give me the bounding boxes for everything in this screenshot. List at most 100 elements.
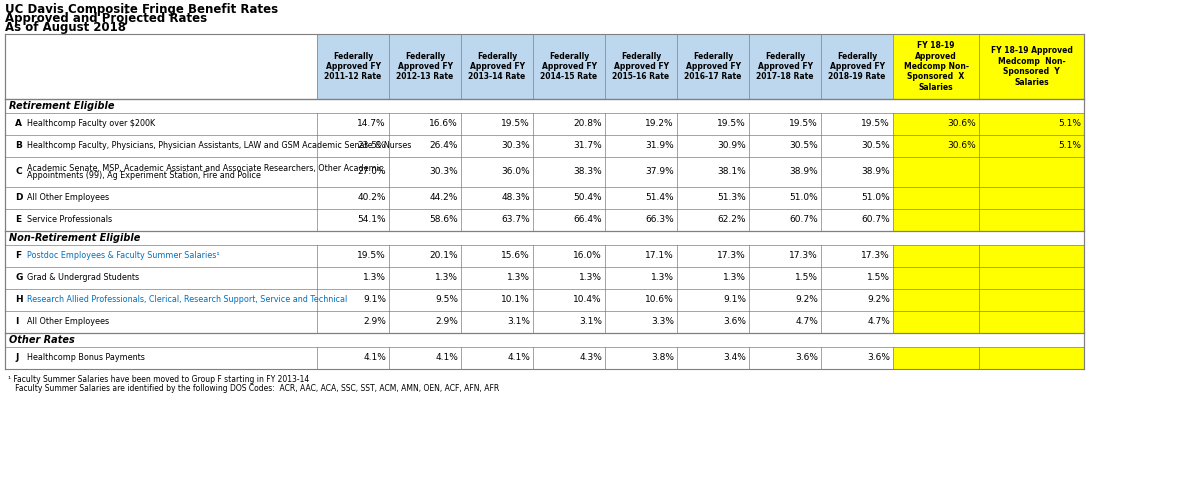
Text: 5.1%: 5.1%: [1058, 142, 1081, 150]
Text: 10.1%: 10.1%: [502, 295, 530, 305]
Text: 30.3%: 30.3%: [430, 168, 458, 176]
Text: Approved and Projected Rates: Approved and Projected Rates: [5, 12, 208, 25]
Text: Research Allied Professionals, Clerical, Research Support, Service and Technical: Research Allied Professionals, Clerical,…: [28, 295, 347, 305]
Text: 1.3%: 1.3%: [650, 273, 674, 282]
Text: 3.6%: 3.6%: [722, 318, 746, 326]
Text: 38.9%: 38.9%: [790, 168, 818, 176]
Text: 3.1%: 3.1%: [580, 318, 602, 326]
Text: 20.8%: 20.8%: [574, 120, 602, 129]
Text: Healthcomp Bonus Payments: Healthcomp Bonus Payments: [28, 353, 145, 362]
Text: 1.5%: 1.5%: [796, 273, 818, 282]
Text: 4.3%: 4.3%: [580, 353, 602, 362]
Bar: [533, 34, 605, 99]
Text: 1.3%: 1.3%: [722, 273, 746, 282]
Text: All Other Employees: All Other Employees: [28, 318, 109, 326]
Text: 60.7%: 60.7%: [790, 215, 818, 225]
Text: 9.1%: 9.1%: [722, 295, 746, 305]
Text: 38.1%: 38.1%: [718, 168, 746, 176]
Text: 58.6%: 58.6%: [430, 215, 458, 225]
Text: 40.2%: 40.2%: [358, 193, 386, 202]
Text: 60.7%: 60.7%: [862, 215, 890, 225]
Text: 4.1%: 4.1%: [364, 353, 386, 362]
Bar: [893, 113, 1084, 135]
Bar: [461, 34, 533, 99]
Bar: [5, 187, 893, 209]
Text: 66.4%: 66.4%: [574, 215, 602, 225]
Text: 3.1%: 3.1%: [508, 318, 530, 326]
Text: 3.6%: 3.6%: [866, 353, 890, 362]
Text: 4.1%: 4.1%: [436, 353, 458, 362]
Text: 3.3%: 3.3%: [650, 318, 674, 326]
Bar: [893, 187, 1084, 209]
Text: 23.5%: 23.5%: [358, 142, 386, 150]
Bar: [5, 135, 893, 157]
Text: 37.9%: 37.9%: [646, 168, 674, 176]
Bar: [5, 333, 1084, 347]
Text: Federally
Approved FY
2016-17 Rate: Federally Approved FY 2016-17 Rate: [684, 52, 742, 81]
Bar: [5, 34, 317, 99]
Text: 4.1%: 4.1%: [508, 353, 530, 362]
Text: 3.4%: 3.4%: [724, 353, 746, 362]
Text: Postdoc Employees & Faculty Summer Salaries¹: Postdoc Employees & Faculty Summer Salar…: [28, 252, 220, 260]
Text: 31.9%: 31.9%: [646, 142, 674, 150]
Text: 5.1%: 5.1%: [1058, 120, 1081, 129]
Text: 51.3%: 51.3%: [718, 193, 746, 202]
Text: C: C: [14, 168, 22, 176]
Text: 9.5%: 9.5%: [436, 295, 458, 305]
Bar: [317, 34, 389, 99]
Text: 19.2%: 19.2%: [646, 120, 674, 129]
Text: 19.5%: 19.5%: [862, 120, 890, 129]
Text: 19.5%: 19.5%: [502, 120, 530, 129]
Text: 9.1%: 9.1%: [364, 295, 386, 305]
Text: 17.3%: 17.3%: [718, 252, 746, 260]
Text: Federally
Approved FY
2013-14 Rate: Federally Approved FY 2013-14 Rate: [468, 52, 526, 81]
Bar: [893, 245, 1084, 267]
Text: 17.1%: 17.1%: [646, 252, 674, 260]
Text: D: D: [14, 193, 23, 202]
Text: As of August 2018: As of August 2018: [5, 21, 126, 34]
Text: 27.0%: 27.0%: [358, 168, 386, 176]
Text: 30.6%: 30.6%: [947, 120, 976, 129]
Text: 54.1%: 54.1%: [358, 215, 386, 225]
Text: 16.0%: 16.0%: [574, 252, 602, 260]
Text: 26.4%: 26.4%: [430, 142, 458, 150]
Bar: [893, 311, 1084, 333]
Bar: [5, 113, 893, 135]
Text: Federally
Approved FY
2015-16 Rate: Federally Approved FY 2015-16 Rate: [612, 52, 670, 81]
Text: 17.3%: 17.3%: [862, 252, 890, 260]
Bar: [821, 34, 893, 99]
Text: 38.3%: 38.3%: [574, 168, 602, 176]
Text: F: F: [14, 252, 22, 260]
Text: Retirement Eligible: Retirement Eligible: [10, 101, 114, 111]
Text: 1.3%: 1.3%: [436, 273, 458, 282]
Text: Federally
Approved FY
2011-12 Rate: Federally Approved FY 2011-12 Rate: [324, 52, 382, 81]
Text: 9.2%: 9.2%: [796, 295, 818, 305]
Text: Healthcomp Faculty, Physicians, Physician Assistants, LAW and GSM Academic Senat: Healthcomp Faculty, Physicians, Physicia…: [28, 142, 412, 150]
Bar: [749, 34, 821, 99]
Bar: [5, 231, 1084, 245]
Text: Other Rates: Other Rates: [10, 335, 74, 345]
Bar: [979, 34, 1084, 99]
Bar: [893, 209, 1084, 231]
Text: Healthcomp Faculty over $200K: Healthcomp Faculty over $200K: [28, 120, 155, 129]
Text: 66.3%: 66.3%: [646, 215, 674, 225]
Bar: [893, 347, 1084, 369]
Text: 1.3%: 1.3%: [364, 273, 386, 282]
Text: Grad & Undergrad Students: Grad & Undergrad Students: [28, 273, 139, 282]
Text: 51.0%: 51.0%: [862, 193, 890, 202]
Text: 63.7%: 63.7%: [502, 215, 530, 225]
Text: I: I: [14, 318, 18, 326]
Text: 48.3%: 48.3%: [502, 193, 530, 202]
Text: Federally
Approved FY
2017-18 Rate: Federally Approved FY 2017-18 Rate: [756, 52, 814, 81]
Text: 2.9%: 2.9%: [364, 318, 386, 326]
Text: UC Davis Composite Fringe Benefit Rates: UC Davis Composite Fringe Benefit Rates: [5, 3, 278, 16]
Text: 2.9%: 2.9%: [436, 318, 458, 326]
Text: J: J: [14, 353, 18, 362]
Text: 30.9%: 30.9%: [718, 142, 746, 150]
Text: 4.7%: 4.7%: [796, 318, 818, 326]
Bar: [5, 289, 893, 311]
Text: Non-Retirement Eligible: Non-Retirement Eligible: [10, 233, 140, 243]
Text: 1.3%: 1.3%: [508, 273, 530, 282]
Bar: [893, 289, 1084, 311]
Text: 36.0%: 36.0%: [502, 168, 530, 176]
